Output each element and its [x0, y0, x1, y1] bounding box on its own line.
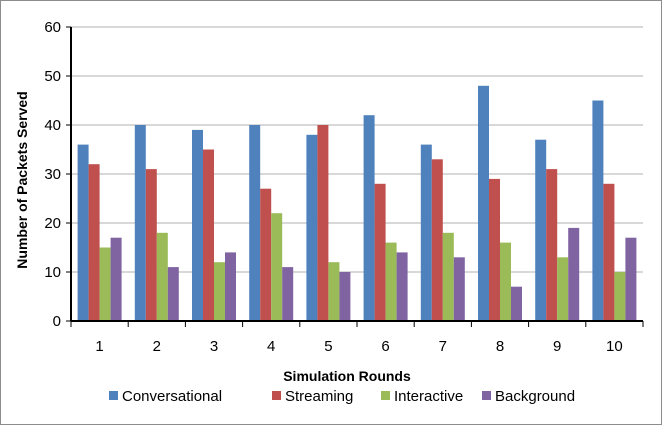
y-tick-label: 20 [44, 215, 61, 232]
bar-background-2 [167, 267, 179, 321]
bar-background-3 [225, 252, 236, 321]
bar-streaming-3 [203, 149, 214, 321]
legend-label-conversational: Conversational [122, 388, 222, 405]
x-tick-label: 9 [553, 338, 561, 355]
legend-label-interactive: Interactive [394, 388, 463, 405]
bar-background-4 [282, 267, 294, 321]
bar-background-10 [625, 237, 637, 321]
bar-conversational-3 [192, 129, 203, 321]
bar-interactive-6 [385, 242, 397, 321]
y-tick-label: 60 [44, 19, 61, 36]
bar-conversational-10 [592, 100, 604, 321]
legend-label-background: Background [495, 388, 575, 405]
legend-swatch-interactive [381, 391, 390, 400]
bar-conversational-7 [420, 144, 432, 321]
x-tick-label: 4 [267, 338, 275, 355]
legend-label-streaming: Streaming [285, 388, 353, 405]
x-tick-label: 6 [381, 338, 389, 355]
bar-interactive-3 [214, 262, 225, 321]
bar-interactive-9 [557, 257, 569, 321]
y-tick-label: 30 [44, 166, 61, 183]
legend-swatch-background [482, 391, 491, 400]
legend-swatch-conversational [109, 391, 118, 400]
bar-streaming-10 [603, 183, 615, 321]
bar-background-1 [110, 237, 122, 321]
legend-swatch-streaming [272, 391, 281, 400]
x-axis-title: Simulation Rounds [283, 368, 411, 384]
bar-streaming-9 [546, 169, 558, 321]
bar-streaming-6 [374, 183, 386, 321]
bar-conversational-1 [77, 144, 89, 321]
bar-streaming-4 [260, 188, 272, 321]
y-tick-label: 50 [44, 68, 61, 85]
bars [77, 85, 637, 321]
x-tick-label: 8 [496, 338, 504, 355]
bar-interactive-1 [99, 247, 111, 321]
bar-background-6 [396, 252, 408, 321]
bar-interactive-10 [614, 272, 626, 321]
bar-interactive-8 [500, 242, 511, 321]
bar-interactive-5 [328, 262, 340, 321]
x-tick-label: 7 [439, 338, 447, 355]
bar-background-5 [339, 272, 351, 321]
bar-conversational-8 [478, 85, 489, 321]
legend: Conversational Streaming Interactive Backgr… [109, 388, 575, 405]
y-tick-label: 40 [44, 117, 61, 134]
bar-interactive-4 [271, 213, 283, 321]
bar-streaming-5 [317, 125, 329, 321]
y-axis-title: Number of Packets Served [14, 91, 30, 268]
bar-interactive-7 [442, 232, 454, 321]
bar-conversational-2 [134, 125, 146, 321]
x-tick-label: 10 [606, 338, 623, 355]
y-tick-label: 0 [53, 313, 61, 330]
bar-background-7 [453, 257, 465, 321]
bar-conversational-6 [363, 115, 375, 321]
bar-conversational-4 [249, 125, 261, 321]
x-tick-label: 5 [324, 338, 332, 355]
bar-interactive-2 [156, 232, 168, 321]
tick-labels: 0 10 20 30 40 50 60 1 2 3 4 5 6 7 8 9 10 [44, 19, 622, 355]
bar-streaming-7 [431, 159, 443, 321]
x-tick-label: 3 [210, 338, 218, 355]
bar-streaming-1 [88, 164, 100, 321]
bar-streaming-8 [489, 178, 500, 321]
bar-streaming-2 [145, 169, 157, 321]
bar-background-9 [568, 227, 580, 321]
x-tick-label: 2 [153, 338, 161, 355]
bar-background-8 [511, 286, 522, 321]
y-tick-label: 10 [44, 264, 61, 281]
bar-conversational-5 [306, 134, 318, 321]
axes [66, 26, 644, 327]
bar-conversational-9 [535, 139, 547, 321]
x-tick-label: 1 [95, 338, 103, 355]
